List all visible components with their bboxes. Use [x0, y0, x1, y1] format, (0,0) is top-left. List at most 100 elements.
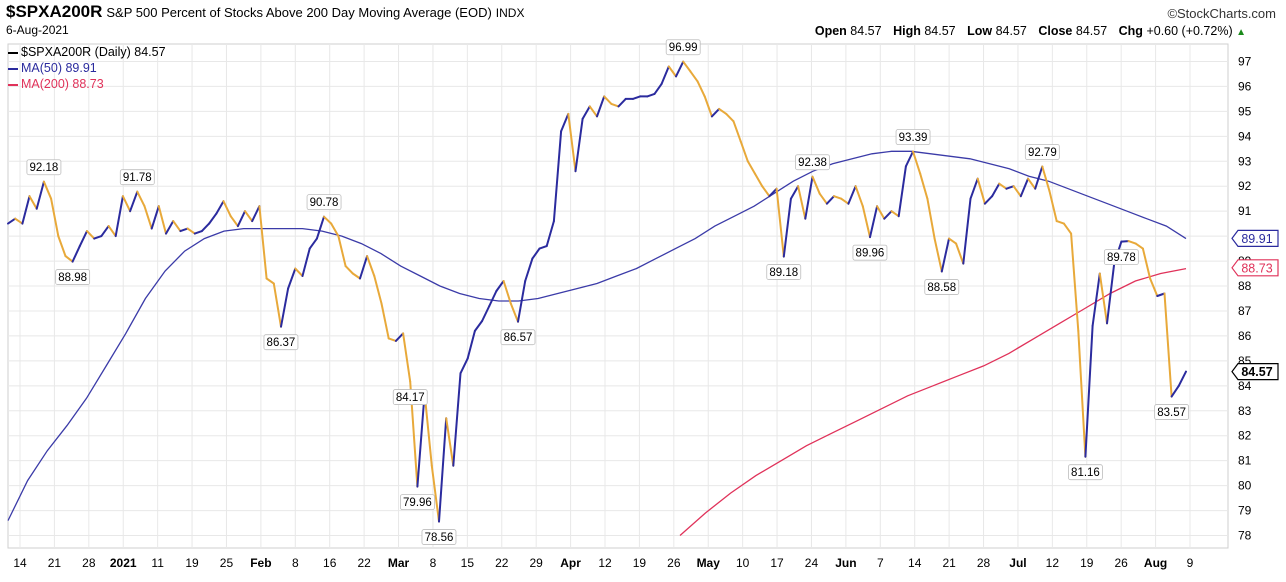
- x-tick-label: Jul: [1009, 556, 1026, 570]
- price-annotation-label: 92.38: [798, 157, 827, 169]
- price-segment: [121, 195, 132, 213]
- price-segment: [854, 185, 864, 208]
- x-tick-label: 19: [633, 556, 647, 570]
- price-segment: [919, 172, 929, 200]
- price-annotation-label: 81.16: [1071, 467, 1100, 479]
- x-tick-label: 7: [877, 556, 884, 570]
- price-annotation-label: 89.78: [1107, 252, 1136, 264]
- price-annotation-box: [852, 244, 888, 261]
- price-segment: [667, 65, 677, 78]
- price-segment: [969, 177, 979, 200]
- ma200-line: [679, 267, 1187, 536]
- price-segment: [682, 60, 692, 73]
- price-segment: [955, 242, 965, 265]
- price-segment: [1156, 292, 1166, 297]
- price-segment: [78, 230, 88, 248]
- price-segment: [323, 215, 333, 225]
- price-segment: [552, 130, 563, 223]
- y-tick-label: 82: [1238, 429, 1252, 443]
- open-label: Open: [814, 24, 847, 38]
- price-annotation-label: 90.78: [310, 197, 339, 209]
- chg-value: +0.60 (+0.72%): [1146, 24, 1233, 38]
- price-segment: [186, 227, 196, 235]
- y-tick-label: 83: [1238, 404, 1252, 418]
- price-segment: [100, 225, 110, 238]
- price-segment: [732, 120, 742, 143]
- price-annotation-box: [1154, 404, 1190, 420]
- x-tick-label: 12: [598, 556, 612, 570]
- price-segment: [229, 215, 239, 228]
- price-segment: [789, 185, 800, 200]
- y-tick-label: 91: [1238, 204, 1252, 218]
- price-segment: [818, 192, 828, 205]
- price-segment: [517, 280, 527, 323]
- price-segment: [265, 277, 275, 285]
- price-segment: [1098, 272, 1108, 325]
- x-tick-label: 9: [1187, 556, 1194, 570]
- price-segment: [596, 95, 606, 118]
- price-segment: [1149, 277, 1159, 297]
- price-annotation-label: 89.18: [769, 267, 798, 279]
- price-segment: [308, 237, 318, 250]
- y-tick-label: 88: [1238, 279, 1252, 293]
- price-segment: [718, 107, 728, 115]
- price-tag-box: [1231, 363, 1279, 381]
- price-segment: [1034, 165, 1044, 190]
- price-segment: [538, 245, 548, 250]
- x-tick-label: 29: [529, 556, 543, 570]
- price-annotation-box: [795, 154, 830, 171]
- y-tick-label: 94: [1238, 129, 1252, 143]
- price-segment: [445, 417, 455, 467]
- price-segment: [524, 257, 534, 282]
- price-annotation-box: [400, 494, 435, 511]
- price-segment: [208, 212, 218, 225]
- x-tick-label: Apr: [560, 556, 581, 570]
- x-tick-label: 22: [495, 556, 509, 570]
- price-segment: [107, 225, 117, 238]
- x-tick-label: 8: [292, 556, 299, 570]
- price-annotation-label: 92.18: [30, 162, 59, 174]
- up-arrow-icon: ▲: [1236, 27, 1246, 38]
- price-segment: [804, 175, 814, 220]
- price-annotation-box: [55, 269, 91, 285]
- price-segment: [646, 92, 656, 98]
- price-segment: [754, 172, 764, 188]
- price-segment: [653, 82, 663, 95]
- legend-price-text: $SPXA200R (Daily) 84.57: [21, 45, 166, 59]
- price-segment: [825, 195, 835, 205]
- price-annotation-box: [895, 129, 931, 145]
- price-annotation-label: 96.99: [669, 42, 698, 54]
- price-segment: [1041, 165, 1051, 193]
- price-segment: [14, 217, 24, 225]
- x-tick-label: 12: [1046, 556, 1060, 570]
- price-segment: [631, 95, 642, 100]
- y-tick-label: 86: [1238, 329, 1252, 343]
- x-tick-label: Mar: [388, 556, 410, 570]
- x-tick-label: 26: [667, 556, 681, 570]
- price-segment: [301, 247, 311, 277]
- price-segment: [710, 107, 721, 118]
- price-annotation-box: [665, 39, 701, 56]
- price-segment: [1062, 222, 1073, 235]
- price-segment: [1127, 240, 1137, 245]
- low-value: 84.57: [995, 24, 1027, 38]
- price-segment: [904, 150, 914, 168]
- price-segment: [380, 302, 390, 340]
- price-segment: [675, 60, 685, 78]
- symbol-description: S&P 500 Percent of Stocks Above 200 Day …: [106, 5, 492, 20]
- price-segment: [703, 95, 713, 118]
- y-tick-label: 79: [1238, 504, 1252, 518]
- price-segment: [876, 205, 886, 220]
- price-segment: [847, 185, 857, 205]
- price-segment: [912, 150, 922, 175]
- x-tick-label: 26: [1114, 556, 1128, 570]
- price-segment: [502, 280, 512, 305]
- price-segment: [416, 392, 426, 488]
- price-segment: [890, 210, 900, 218]
- y-tick-label: 97: [1238, 54, 1252, 68]
- price-segment: [244, 210, 254, 223]
- x-tick-label: 15: [461, 556, 475, 570]
- price-segment: [509, 302, 519, 323]
- low-label: Low: [967, 24, 993, 38]
